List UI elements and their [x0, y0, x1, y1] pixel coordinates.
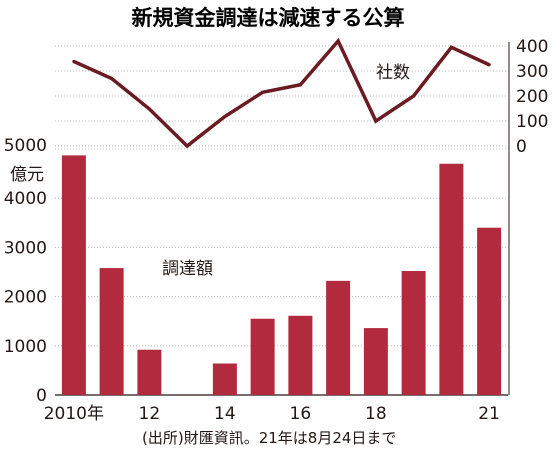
bar-12	[137, 349, 162, 395]
line-point-17	[336, 39, 340, 43]
x-tick-label: 14	[214, 404, 236, 424]
bar-series-amount	[61, 155, 502, 395]
line-y-tick-label: 200	[516, 87, 548, 107]
line-point-12	[147, 107, 151, 111]
line-point-13	[185, 144, 189, 148]
line-series-label: 社数	[376, 63, 410, 83]
bar-18	[363, 328, 388, 395]
line-y-axis-ticks: 0 100 200 300 400	[516, 37, 548, 157]
line-point-19	[412, 94, 416, 98]
bar-16	[288, 315, 313, 395]
bar-21	[477, 227, 502, 395]
line-point-16	[298, 83, 302, 87]
line-point-21	[487, 63, 491, 67]
bar-y-tick-label: 3000	[4, 238, 47, 258]
bar-series-label: 調達額	[162, 259, 213, 279]
bar-y-tick-label: 5000	[4, 136, 47, 156]
line-y-tick-label: 400	[516, 37, 548, 57]
line-y-tick-label: 0	[516, 137, 527, 157]
bar-19	[401, 271, 426, 395]
x-tick-label: 16	[290, 404, 312, 424]
bar-2010	[61, 155, 86, 395]
bar-17	[326, 280, 351, 395]
x-tick-label: 18	[365, 404, 387, 424]
bar-14	[212, 363, 237, 395]
line-point-11	[110, 76, 114, 81]
chart-title: 新規資金調達は減速する公算	[132, 6, 405, 30]
line-point-14	[223, 114, 227, 119]
bar-y-axis-ticks: 0 1000 2000 3000 4000 5000	[4, 136, 47, 406]
source-note: (出所)財匯資訊。21年は8月24日まで	[142, 429, 396, 447]
bar-15	[250, 318, 275, 395]
bar-y-tick-label: 2000	[4, 288, 47, 308]
x-tick-label: 21	[478, 404, 500, 424]
bar-unit-label: 億元	[10, 165, 44, 185]
bar-y-tick-label: 4000	[4, 189, 47, 209]
line-point-20	[449, 45, 453, 49]
line-point-15	[261, 90, 265, 94]
line-point-2010	[72, 59, 76, 64]
bar-y-tick-label: 1000	[4, 337, 47, 357]
line-y-tick-label: 100	[516, 112, 548, 132]
line-chart-grid	[55, 42, 510, 395]
line-y-tick-label: 300	[516, 62, 548, 82]
line-point-18	[374, 119, 378, 123]
x-tick-label: 2010年	[44, 404, 104, 424]
bar-20	[439, 163, 464, 395]
x-axis-ticks: 2010年 12 14 16 18 21	[44, 404, 500, 424]
x-tick-label: 12	[139, 404, 161, 424]
bar-11	[99, 268, 124, 395]
bar-chart-grid	[55, 148, 508, 396]
bar-y-tick-label: 0	[36, 386, 47, 406]
line-series-companies	[73, 37, 490, 149]
